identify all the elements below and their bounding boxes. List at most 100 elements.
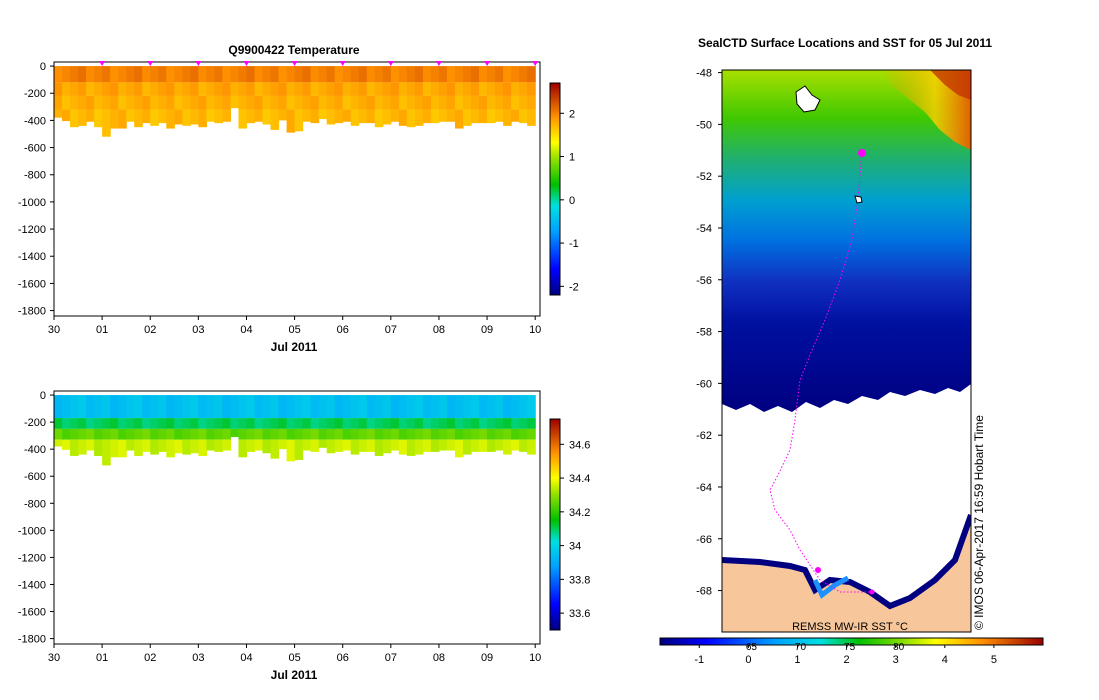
section-cell	[511, 439, 520, 451]
section-cell	[78, 395, 87, 419]
x-tick-label: 08	[433, 652, 445, 664]
section-cell	[94, 95, 103, 110]
section-cell	[198, 418, 207, 429]
section-cell	[126, 395, 135, 419]
section-cell	[286, 428, 296, 440]
section-cell	[527, 395, 536, 419]
section-cell	[222, 395, 232, 419]
section-cell	[342, 109, 352, 122]
section-cell	[334, 418, 344, 429]
section-cell	[206, 66, 215, 83]
lat-tick-label: -68	[696, 586, 712, 598]
salinity-colorbar-ticks: 33.6 33.8 34 34.2 34.4 34.6	[560, 439, 590, 620]
section-cell	[134, 95, 143, 110]
section-cell	[246, 82, 256, 96]
salinity-panel: 0 -200 -400 -600 -800 -1000 -1200 -1400 -1600 -18…	[18, 390, 591, 682]
section-cell	[158, 82, 167, 96]
sst-colorbar-tick-label: 3	[893, 654, 899, 666]
y-tick-label: -1600	[18, 278, 46, 290]
section-cell	[198, 66, 207, 83]
section-cell	[94, 428, 103, 440]
section-cell	[406, 428, 416, 440]
section-cell	[278, 395, 288, 419]
x-tick-label: 03	[192, 652, 204, 664]
y-tick-label: -1200	[18, 224, 46, 236]
section-cell	[342, 418, 352, 429]
section-cell	[254, 395, 264, 419]
map-title: SealCTD Surface Locations and SST for 05…	[698, 36, 992, 50]
section-cell	[94, 66, 103, 83]
section-cell	[78, 82, 87, 96]
section-cell	[262, 418, 272, 429]
section-cell	[134, 418, 143, 429]
section-cell	[334, 395, 344, 419]
section-cell	[495, 439, 504, 451]
section-cell	[294, 66, 304, 83]
section-cell	[334, 66, 344, 83]
sst-colorbar-tick-label: 0	[745, 654, 751, 666]
section-cell	[230, 395, 240, 419]
section-cell	[182, 66, 191, 83]
colorbar-tick-label: 34.6	[569, 439, 590, 451]
section-cell	[479, 439, 488, 452]
sst-hot-patch	[930, 70, 971, 100]
section-cell	[150, 95, 159, 110]
section-cell	[62, 428, 71, 440]
x-tick-label: 01	[96, 652, 108, 664]
section-cell	[110, 428, 119, 440]
section-cell	[254, 428, 264, 440]
sst-longitude-label: 80	[893, 642, 905, 653]
y-tick-label: -1200	[18, 552, 46, 564]
section-cell	[503, 418, 512, 429]
sst-map-panel: SealCTD Surface Locations and SST for 05…	[659, 36, 1044, 666]
section-cell	[182, 395, 191, 419]
section-cell	[126, 95, 135, 110]
section-cell	[511, 395, 520, 419]
x-tick-label: 01	[96, 324, 108, 336]
section-cell	[454, 439, 464, 458]
section-cell	[150, 439, 159, 455]
section-cell	[286, 395, 296, 419]
section-cell	[222, 418, 232, 429]
section-cell	[414, 95, 424, 110]
section-cell	[198, 82, 207, 96]
section-cell	[438, 66, 448, 83]
section-cell	[190, 95, 199, 110]
section-cell	[463, 82, 472, 96]
section-cell	[102, 439, 111, 466]
section-cell	[78, 95, 87, 110]
section-cell	[134, 66, 143, 83]
section-cell	[382, 109, 392, 125]
section-cell	[246, 95, 256, 110]
section-cell	[94, 395, 103, 419]
section-cell	[398, 66, 408, 83]
profile-marker	[484, 61, 491, 66]
sst-colorbar-tick-label: 4	[942, 654, 948, 666]
section-cell	[398, 418, 408, 429]
section-cell	[390, 428, 400, 440]
section-cell	[471, 418, 480, 429]
section-cell	[414, 428, 424, 440]
profile-markers	[99, 61, 539, 66]
section-cell	[86, 428, 95, 440]
section-cell	[270, 428, 280, 440]
section-cell	[503, 109, 512, 126]
section-cell	[198, 109, 207, 128]
section-cell	[278, 82, 288, 96]
section-cell	[174, 395, 183, 419]
section-cell	[182, 109, 191, 126]
y-tick-label: -200	[24, 417, 46, 429]
section-cell	[495, 428, 504, 440]
section-cell	[158, 395, 167, 419]
sst-longitude-label: 70	[795, 642, 807, 653]
section-cell	[94, 109, 103, 128]
section-cell	[174, 95, 183, 110]
section-cell	[511, 82, 520, 96]
section-cell	[366, 428, 376, 440]
section-cell	[334, 95, 344, 110]
section-cell	[182, 82, 191, 96]
section-cell	[406, 395, 416, 419]
section-cell	[238, 439, 248, 458]
section-cell	[166, 82, 175, 96]
y-tick-label: -400	[24, 115, 46, 127]
